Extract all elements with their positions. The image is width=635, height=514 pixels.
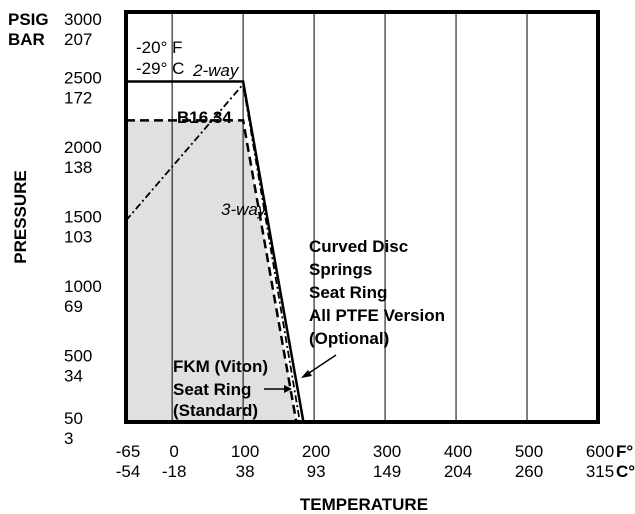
x-tick-c: 149	[373, 462, 401, 481]
x-unit-f: F°	[616, 442, 633, 461]
leader-arrows	[264, 354, 337, 393]
y-tick-psig: 3000	[64, 10, 102, 29]
fkm-line-3: (Standard)	[173, 401, 258, 420]
x-tick-f: 100	[231, 442, 259, 461]
y-tick-bar: 103	[64, 227, 92, 246]
x-tick-f: 400	[444, 442, 472, 461]
y-tick-psig: 2000	[64, 138, 102, 157]
grid-lines	[171, 12, 528, 422]
fkm-line-2: Seat Ring	[173, 380, 251, 399]
x-tick-f: 600	[586, 442, 614, 461]
y-tick-bar: 34	[64, 366, 83, 385]
y-tick-bar: 69	[64, 297, 83, 316]
curved-disc-line-2: Springs	[309, 260, 372, 279]
series-line-2-way	[126, 80, 305, 423]
annotation-b16-34: B16.34	[177, 108, 232, 127]
y-unit-psig: PSIG	[8, 10, 49, 29]
x-tick-c: 260	[515, 462, 543, 481]
x-tick-f: 0	[169, 442, 178, 461]
series-line-b16-34	[126, 119, 298, 423]
fkm-line-1: FKM (Viton)	[173, 357, 268, 376]
x-tick-c: 38	[236, 462, 255, 481]
x-tick-c: -54	[116, 462, 141, 481]
curved-disc-line-5: (Optional)	[309, 329, 389, 348]
curved-disc-arrow-line	[305, 354, 337, 376]
annotation-2-way: 2-way	[192, 61, 240, 80]
series-line-3-way	[125, 82, 301, 423]
y-tick-psig: 2500	[64, 68, 102, 87]
x-tick-f: -65	[116, 442, 141, 461]
shaded-rating-polygon	[126, 120, 297, 423]
y-tick-bar: 3	[64, 429, 73, 448]
y-tick-psig: 50	[64, 409, 83, 428]
annotation-3-way: 3-way	[221, 200, 268, 219]
x-tick-f: 500	[515, 442, 543, 461]
y-axis-header: PSIG BAR	[8, 10, 49, 49]
curved-disc-line-4: All PTFE Version	[309, 306, 445, 325]
y-axis-title: PRESSURE	[11, 170, 30, 264]
x-tick-f: 300	[373, 442, 401, 461]
x-tick-c: 204	[444, 462, 472, 481]
y-tick-psig: 1000	[64, 277, 102, 296]
x-tick-c: 93	[307, 462, 326, 481]
x-tick-c: 315	[586, 462, 614, 481]
x-tick-f: 200	[302, 442, 330, 461]
y-tick-psig: 500	[64, 346, 92, 365]
series-lines	[125, 80, 305, 423]
y-unit-bar: BAR	[8, 30, 45, 49]
annotation-fkm: FKM (Viton) Seat Ring (Standard)	[173, 357, 268, 420]
curved-disc-line-1: Curved Disc	[309, 237, 408, 256]
y-tick-bar: 172	[64, 88, 92, 107]
x-unit-c: C°	[616, 462, 635, 481]
curved-disc-line-3: Seat Ring	[309, 283, 387, 302]
x-axis-title: TEMPERATURE	[300, 495, 428, 514]
curved-disc-arrow-head	[301, 370, 312, 378]
plot-frame	[124, 10, 600, 424]
annotation-temp-min-f: -20° F	[136, 38, 182, 57]
y-tick-bar: 138	[64, 158, 92, 177]
y-tick-bar: 207	[64, 30, 92, 49]
x-tick-c: -18	[162, 462, 187, 481]
fkm-arrow-head	[284, 385, 292, 393]
y-tick-psig: 1500	[64, 207, 102, 226]
annotation-temp-min-c: -29° C	[136, 59, 184, 78]
annotation-curved-disc: Curved Disc Springs Seat Ring All PTFE V…	[309, 237, 445, 348]
